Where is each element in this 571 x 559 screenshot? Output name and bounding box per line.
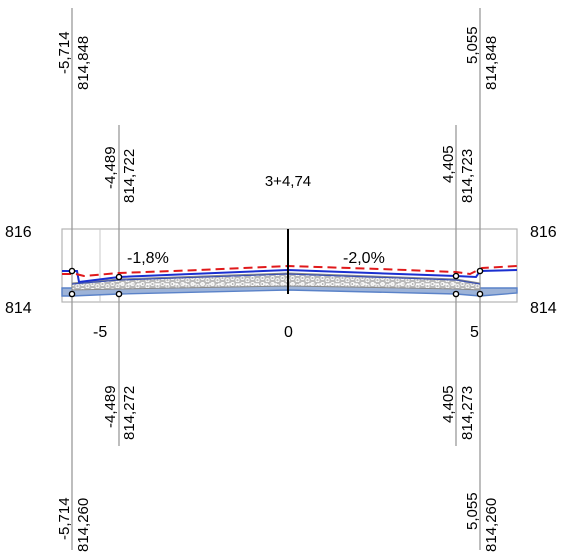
top-outer-left-offset: -5,714 <box>56 31 73 74</box>
top-inner-right-offset: 4,405 <box>440 145 457 183</box>
offset-tick-center: 0 <box>284 324 293 341</box>
top-inner-left-offset: -4,489 <box>102 146 119 189</box>
elev-tick-right-bottom: 814 <box>530 300 557 317</box>
node-markers <box>68 267 484 298</box>
offset-tick-left: -5 <box>93 324 107 341</box>
slope-left-label: -1,8% <box>127 250 169 267</box>
elev-tick-left-top: 816 <box>5 224 32 241</box>
elev-tick-left-bottom: 814 <box>5 300 32 317</box>
elev-tick-right-top: 816 <box>530 224 557 241</box>
bottom-inner-right-offset: 4,405 <box>440 385 457 423</box>
bottom-outer-right-offset: 5,055 <box>464 492 481 530</box>
bottom-outer-right-elev: 814,260 <box>483 498 500 552</box>
bottom-inner-left-offset: -4,489 <box>102 385 119 428</box>
bottom-inner-right-elev: 814,273 <box>459 386 476 440</box>
slope-right-label: -2,0% <box>343 250 385 267</box>
offset-tick-right: 5 <box>470 324 479 341</box>
bottom-outer-left-offset: -5,714 <box>56 497 73 540</box>
top-outer-right-offset: 5,055 <box>464 26 481 64</box>
station-label: 3+4,74 <box>265 173 311 190</box>
top-inner-left-elev: 814,722 <box>121 149 138 203</box>
section-frame <box>61 228 518 303</box>
bottom-inner-left-elev: 814,272 <box>121 386 138 440</box>
top-outer-right-elev: 814,848 <box>483 36 500 90</box>
top-inner-right-elev: 814,723 <box>459 149 476 203</box>
bottom-outer-left-elev: 814,260 <box>75 498 92 552</box>
top-outer-left-elev: 814,848 <box>75 36 92 90</box>
